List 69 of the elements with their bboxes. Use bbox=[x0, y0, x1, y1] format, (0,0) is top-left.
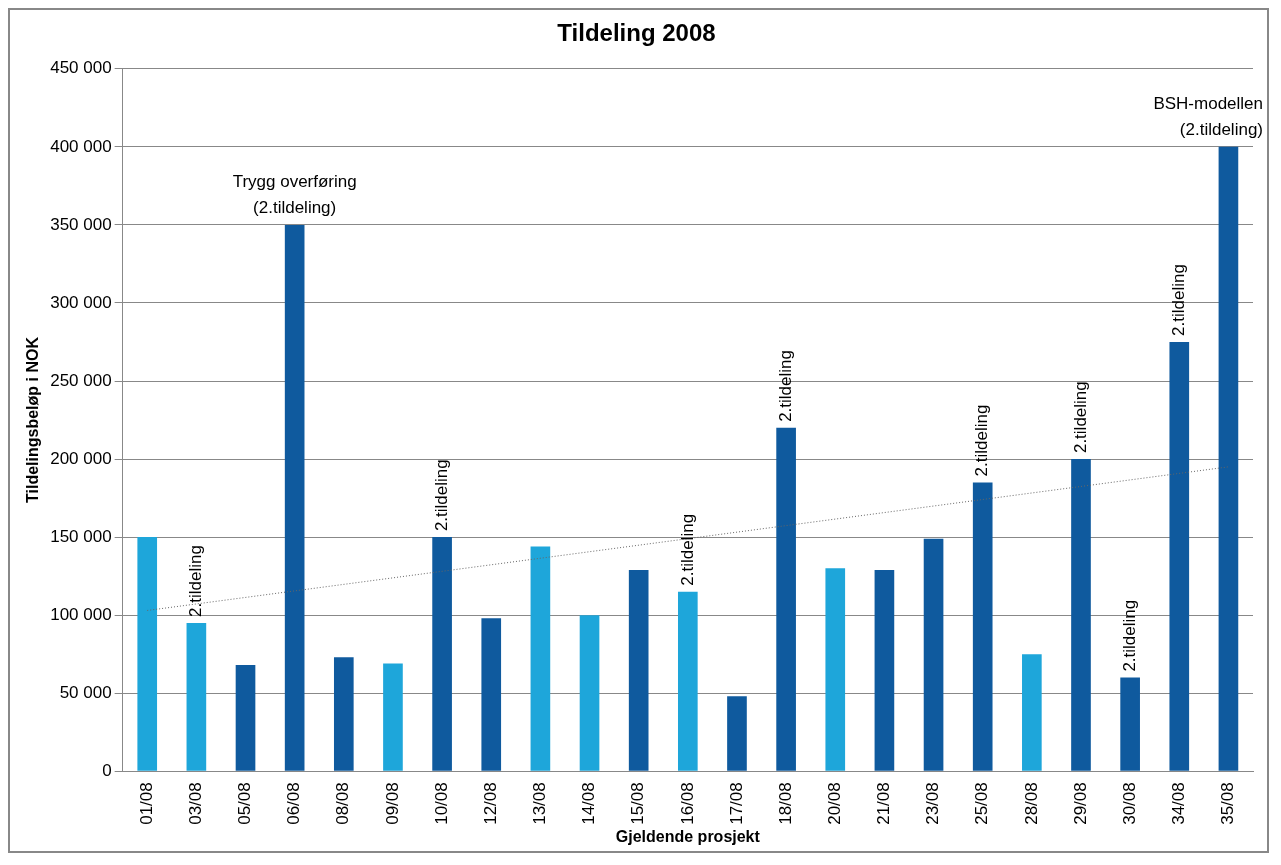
annotation: Trygg overføring (2.tildeling) bbox=[232, 172, 357, 218]
annotation: 2.tildeling bbox=[431, 459, 451, 532]
y-tick-label: 200 000 bbox=[50, 448, 112, 468]
annotation: 2.tildeling bbox=[972, 404, 992, 477]
x-tick-label: 21/08 bbox=[874, 782, 894, 825]
bar bbox=[383, 663, 403, 771]
x-tick-label: 14/08 bbox=[579, 782, 599, 825]
x-tick-label: 01/08 bbox=[136, 782, 156, 825]
x-tick-label: 17/08 bbox=[726, 782, 746, 825]
annotation: BSH-modellen (2.tildeling) bbox=[1153, 94, 1263, 140]
bar bbox=[1022, 654, 1042, 771]
x-tick-label: 12/08 bbox=[480, 782, 500, 825]
bar bbox=[137, 537, 158, 771]
x-tick-label: 30/08 bbox=[1119, 782, 1139, 825]
bar bbox=[678, 591, 698, 771]
x-tick-label: 23/08 bbox=[923, 782, 943, 825]
bar bbox=[235, 665, 256, 771]
bar bbox=[628, 569, 649, 771]
bar bbox=[530, 546, 551, 771]
bar bbox=[333, 657, 354, 771]
y-tick-label: 50 000 bbox=[59, 682, 112, 702]
annotation: 2.tildeling bbox=[186, 545, 206, 617]
bar bbox=[874, 569, 895, 771]
x-tick-label: 10/08 bbox=[431, 782, 451, 825]
bar bbox=[579, 615, 600, 771]
bar bbox=[284, 224, 305, 771]
bar bbox=[481, 618, 502, 771]
x-tick-label: 15/08 bbox=[628, 782, 648, 825]
bar bbox=[727, 696, 747, 771]
bar bbox=[923, 538, 944, 771]
y-tick-label: 150 000 bbox=[50, 526, 112, 546]
x-tick-label: 35/08 bbox=[1218, 782, 1238, 825]
x-tick-label: 28/08 bbox=[1021, 782, 1041, 825]
x-tick-label: 13/08 bbox=[530, 782, 550, 825]
y-tick-label: 250 000 bbox=[50, 370, 112, 390]
x-tick-label: 18/08 bbox=[775, 782, 795, 825]
chart-title: Tildeling 2008 bbox=[557, 19, 716, 47]
y-tick-label: 100 000 bbox=[50, 604, 112, 624]
y-tick-label: 400 000 bbox=[50, 136, 112, 156]
bar bbox=[186, 622, 207, 771]
y-tick-label: 300 000 bbox=[50, 292, 112, 312]
bar bbox=[1071, 459, 1091, 771]
bar bbox=[1120, 677, 1140, 771]
y-tick-label: 0 bbox=[102, 760, 112, 780]
x-tick-label: 20/08 bbox=[824, 782, 844, 825]
x-tick-label: 08/08 bbox=[333, 782, 353, 825]
annotation: 2.tildeling bbox=[1070, 381, 1090, 454]
annotation: 2.tildeling bbox=[775, 350, 795, 422]
bar bbox=[972, 482, 993, 771]
bar bbox=[1169, 341, 1190, 771]
y-tick-label: 350 000 bbox=[50, 214, 112, 234]
y-axis-title: Tildelingsbeløp i NOK bbox=[24, 336, 42, 503]
bar bbox=[776, 427, 796, 771]
x-tick-label: 05/08 bbox=[235, 782, 255, 825]
annotation: 2.tildeling bbox=[1119, 599, 1139, 672]
x-tick-label: 25/08 bbox=[972, 782, 992, 825]
y-tick-label: 450 000 bbox=[50, 58, 112, 78]
x-tick-label: 06/08 bbox=[284, 782, 304, 825]
x-tick-label: 34/08 bbox=[1168, 782, 1188, 825]
x-tick-label: 16/08 bbox=[677, 782, 697, 825]
x-axis-title: Gjeldende prosjekt bbox=[615, 827, 761, 845]
annotation: 2.tildeling bbox=[1168, 264, 1188, 336]
annotation: 2.tildeling bbox=[677, 513, 697, 586]
x-tick-label: 29/08 bbox=[1070, 782, 1090, 825]
x-tick-label: 09/08 bbox=[382, 782, 402, 825]
x-tick-label: 03/08 bbox=[186, 782, 206, 825]
bar bbox=[432, 537, 452, 771]
bar bbox=[1218, 146, 1239, 771]
bar bbox=[825, 568, 846, 771]
